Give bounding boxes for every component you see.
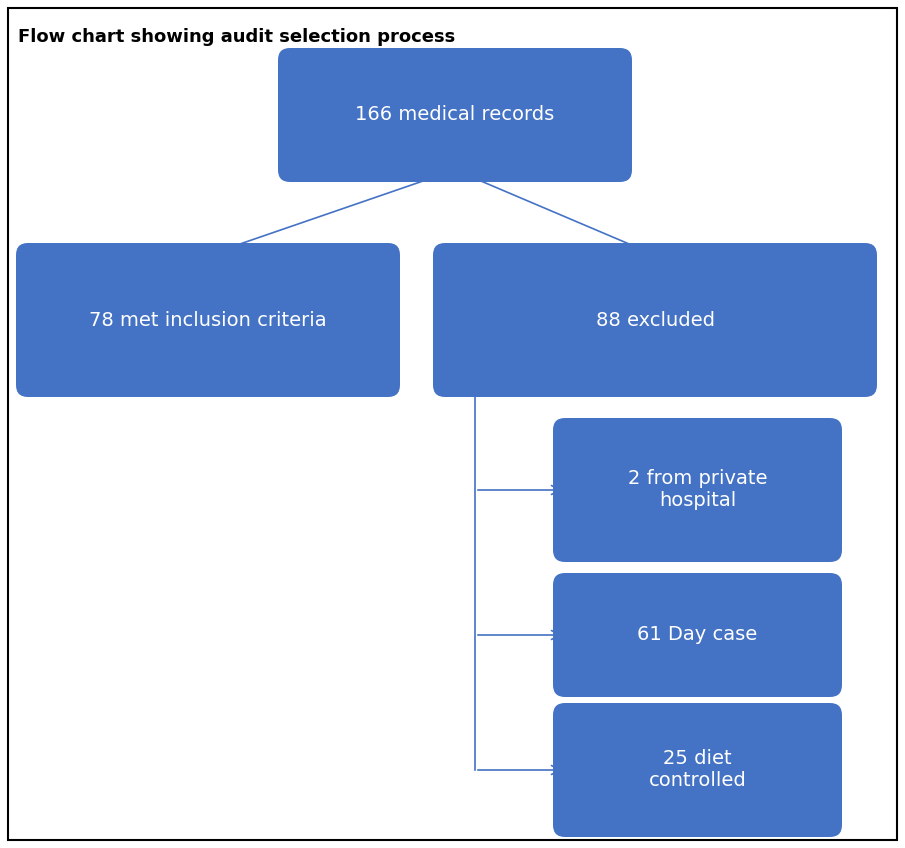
- FancyBboxPatch shape: [278, 48, 632, 182]
- FancyBboxPatch shape: [553, 703, 842, 837]
- Text: 78 met inclusion criteria: 78 met inclusion criteria: [90, 310, 327, 330]
- Text: Flow chart showing audit selection process: Flow chart showing audit selection proce…: [18, 28, 455, 46]
- FancyBboxPatch shape: [433, 243, 877, 397]
- Text: 61 Day case: 61 Day case: [637, 626, 757, 644]
- FancyBboxPatch shape: [553, 573, 842, 697]
- Text: 88 excluded: 88 excluded: [595, 310, 715, 330]
- Text: 166 medical records: 166 medical records: [356, 105, 555, 125]
- Text: 2 from private
hospital: 2 from private hospital: [628, 470, 767, 510]
- FancyBboxPatch shape: [16, 243, 400, 397]
- Text: 25 diet
controlled: 25 diet controlled: [649, 750, 747, 790]
- FancyBboxPatch shape: [553, 418, 842, 562]
